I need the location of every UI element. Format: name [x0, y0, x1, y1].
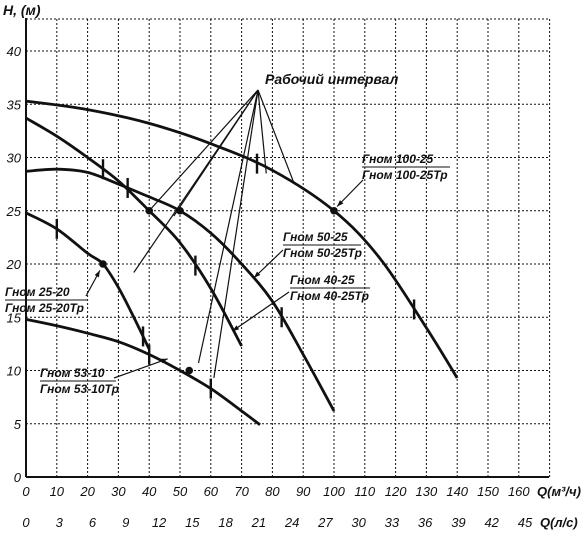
curve-labels: Гном 100-25 Гном 100-25Тр Гном 50-25 Гном 5… [5, 152, 450, 396]
gnom-40-25-label-arrow [232, 291, 290, 332]
x-tick-label: 10 [50, 484, 65, 499]
y-tick-label: 35 [7, 97, 22, 112]
x2-tick-label: 39 [451, 515, 465, 530]
x2-tick-label: 24 [284, 515, 299, 530]
x2-tick-label: 18 [218, 515, 233, 530]
gnom-40-25-curve [25, 116, 243, 347]
gnom-25-20-label-bottom: Гном 25-20Тр [5, 301, 84, 315]
x2-tick-labels: 0 3 6 9 12 15 18 21 24 27 30 33 36 39 42 45 [22, 515, 533, 530]
x2-tick-label: 15 [185, 515, 200, 530]
x2-tick-label: 0 [22, 515, 30, 530]
y-tick-label: 40 [7, 44, 22, 59]
gnom-50-25-label-top: Гном 50-25 [283, 230, 348, 244]
x2-tick-label: 12 [152, 515, 167, 530]
x-tick-label: 30 [111, 484, 126, 499]
x2-tick-label: 33 [385, 515, 400, 530]
x2-tick-label: 3 [56, 515, 64, 530]
x2-axis-title: Q(л/с) [540, 515, 578, 530]
x-tick-label: 140 [446, 484, 468, 499]
x2-tick-label: 27 [317, 515, 333, 530]
working-range-annotation: Рабочий интервал [265, 71, 399, 87]
gnom-50-25-label-arrow [253, 249, 284, 279]
working-range-pointer [257, 89, 295, 184]
x-tick-label: 150 [477, 484, 499, 499]
grid [26, 18, 551, 477]
x2-tick-label: 9 [122, 515, 129, 530]
working-range-pointer [213, 89, 259, 379]
gnom-40-25-label-bottom: Гном 40-25Тр [290, 289, 369, 303]
x-tick-label: 120 [385, 484, 407, 499]
y-tick-label: 20 [6, 257, 22, 272]
x2-tick-label: 6 [89, 515, 97, 530]
y-tick-label: 0 [14, 470, 22, 485]
gnom-25-20-label-top: Гном 25-20 [5, 285, 70, 299]
x2-tick-label: 21 [251, 515, 266, 530]
x-tick-label: 40 [142, 484, 157, 499]
x-tick-label: 160 [508, 484, 530, 499]
x2-tick-label: 30 [351, 515, 366, 530]
x2-tick-label: 36 [418, 515, 433, 530]
x-tick-label: 90 [296, 484, 311, 499]
y-tick-label: 15 [7, 310, 22, 325]
gnom-53-10-label-arrowhead [160, 358, 168, 364]
gnom-100-25-label-arrowhead [337, 200, 344, 207]
y-tick-label: 10 [7, 364, 22, 379]
x-tick-label: 60 [204, 484, 219, 499]
x-tick-label: 20 [79, 484, 95, 499]
x-tick-labels: 0 10 20 30 40 50 60 70 80 90 100 110 120 130 140 150 160 [22, 484, 530, 499]
x-tick-label: 100 [323, 484, 345, 499]
y-tick-label: 25 [6, 204, 22, 219]
gnom-53-10-label-top: Гном 53-10 [40, 366, 105, 380]
x-tick-label: 70 [234, 484, 249, 499]
y-tick-label: 30 [7, 151, 22, 166]
working-range-pointer [197, 89, 259, 364]
x2-tick-label: 45 [518, 515, 533, 530]
x-tick-label: 110 [354, 484, 375, 499]
gnom-50-25-label-bottom: Гном 50-25Тр [283, 246, 362, 260]
gnom-100-25-label-top: Гном 100-25 [362, 152, 434, 166]
axes [25, 18, 549, 478]
gnom-100-25-curve [25, 99, 459, 379]
gnom-25-20-label-arrowhead [94, 270, 100, 278]
x-tick-label: 130 [416, 484, 438, 499]
gnom-53-10-label-arrow [113, 358, 168, 379]
gnom-40-25-label-top: Гном 40-25 [290, 273, 355, 287]
gnom-100-25-point [330, 206, 338, 215]
working-range-pointer [148, 89, 259, 212]
working-range-pointer [257, 89, 267, 174]
x-tick-label: 0 [22, 484, 30, 499]
pump-curves [25, 99, 459, 426]
y-tick-labels: 0 5 10 15 20 25 30 35 40 [6, 44, 22, 485]
gnom-25-20-point [99, 260, 107, 268]
working-range-pointer [173, 89, 259, 217]
gnom-53-10-point [185, 366, 194, 375]
x-tick-label: 80 [265, 484, 280, 499]
gnom-100-25-label-bottom: Гном 100-25Тр [362, 168, 448, 182]
pointer-lines [133, 89, 295, 379]
gnom-53-10-label-bottom: Гном 53-10Тр [40, 382, 119, 396]
y-axis-title: H, (м) [3, 2, 41, 18]
y-tick-label: 5 [14, 417, 22, 432]
gnom-40-25-label-arrowhead [232, 325, 240, 332]
x2-tick-label: 42 [484, 515, 499, 530]
gnom-50-25-label-arrowhead [253, 271, 261, 278]
x-axis-title: Q(м³/ч) [537, 484, 581, 499]
x-tick-label: 50 [173, 484, 188, 499]
